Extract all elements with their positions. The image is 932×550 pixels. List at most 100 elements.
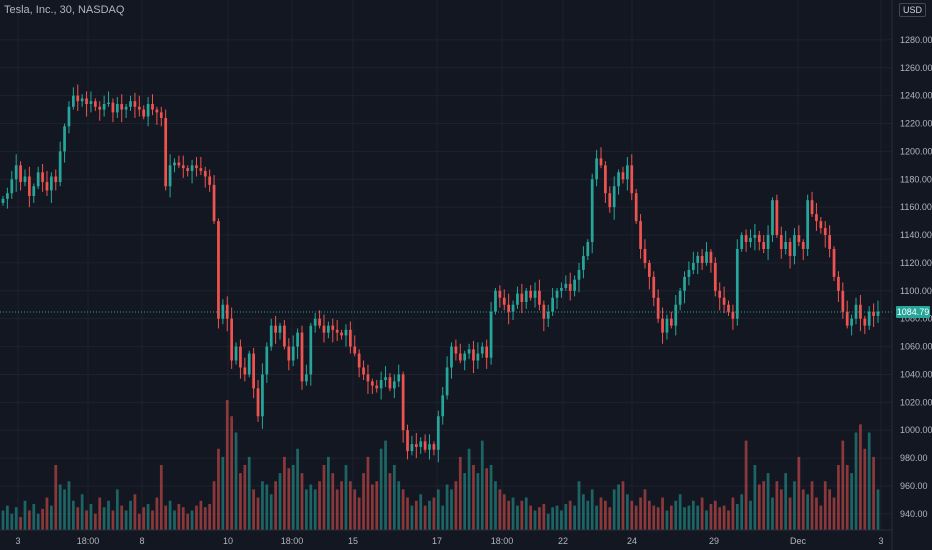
volume-bar bbox=[274, 481, 277, 530]
candle bbox=[335, 320, 339, 341]
candle bbox=[546, 304, 550, 328]
volume-bar bbox=[678, 494, 682, 530]
volume-bar bbox=[498, 489, 502, 530]
candle bbox=[388, 373, 392, 392]
candle bbox=[766, 225, 770, 261]
volume-bar bbox=[713, 500, 717, 530]
time-axis[interactable]: 3 18:00 8 10 18:00 15 17 18:00 22 24 29 Dec 3 bbox=[15, 536, 883, 546]
candle bbox=[573, 275, 576, 297]
candle bbox=[322, 314, 326, 343]
candle bbox=[137, 95, 141, 117]
candle bbox=[533, 282, 537, 308]
volume-bar bbox=[621, 481, 625, 530]
x-tick-label: 29 bbox=[709, 536, 719, 546]
volume-bar bbox=[230, 416, 234, 530]
volume-bar bbox=[370, 484, 374, 530]
volume-bar bbox=[318, 481, 321, 530]
candle bbox=[560, 282, 563, 298]
candle bbox=[208, 169, 212, 192]
volume-bar bbox=[159, 465, 163, 530]
candle bbox=[810, 191, 814, 217]
candle bbox=[331, 318, 335, 343]
candle bbox=[124, 104, 128, 118]
candle bbox=[643, 239, 647, 269]
candle bbox=[529, 285, 533, 301]
candle bbox=[485, 339, 489, 369]
candle bbox=[630, 154, 634, 201]
volume-bar bbox=[203, 507, 207, 530]
candle bbox=[419, 437, 423, 454]
volume-bar bbox=[450, 489, 453, 530]
candle bbox=[450, 342, 453, 379]
y-tick-label: 1220.00 bbox=[900, 119, 932, 129]
volume-bar bbox=[173, 510, 176, 530]
volume-bar bbox=[58, 484, 62, 530]
candle bbox=[318, 310, 321, 329]
candle bbox=[261, 363, 264, 429]
candle bbox=[14, 154, 18, 192]
volume-bar bbox=[674, 500, 678, 530]
volume-bar bbox=[872, 456, 875, 530]
volume-bar bbox=[599, 497, 603, 530]
candle bbox=[239, 339, 242, 379]
volume-bar bbox=[269, 494, 273, 530]
candle bbox=[111, 98, 115, 123]
candle bbox=[151, 94, 154, 116]
volume-bar bbox=[375, 481, 379, 530]
volume-bar bbox=[54, 465, 58, 530]
volume-bar bbox=[859, 424, 862, 530]
candle bbox=[348, 321, 352, 354]
candle bbox=[507, 293, 511, 325]
volume-bar bbox=[489, 465, 493, 530]
price-axis[interactable]: 940.00 960.00 980.00 1000.00 1020.00 1040.00 1… bbox=[900, 35, 932, 519]
candle bbox=[727, 300, 730, 316]
candle bbox=[366, 364, 370, 394]
x-tick-label: 18:00 bbox=[77, 536, 100, 546]
candle bbox=[788, 237, 792, 269]
candle bbox=[265, 342, 269, 383]
currency-badge[interactable]: USD bbox=[898, 3, 926, 17]
volume-bar bbox=[36, 513, 40, 530]
volume-bar bbox=[261, 481, 264, 530]
candle bbox=[102, 95, 106, 117]
x-tick-label: 15 bbox=[348, 536, 358, 546]
volume-bar bbox=[265, 484, 269, 530]
candlesticks bbox=[1, 84, 880, 463]
candle bbox=[859, 294, 862, 332]
volume-bar bbox=[520, 500, 524, 530]
candle bbox=[722, 286, 726, 314]
symbol-title[interactable]: Tesla, Inc., 30, NASDAQ bbox=[4, 4, 125, 16]
volume-bar bbox=[516, 505, 519, 530]
volume-bar bbox=[779, 489, 783, 530]
y-tick-label: 1200.00 bbox=[900, 146, 932, 156]
candle bbox=[735, 239, 739, 326]
volume-bar bbox=[595, 505, 598, 530]
candle bbox=[159, 106, 163, 127]
candle bbox=[678, 288, 682, 311]
volume-bar bbox=[683, 507, 686, 530]
volume-bar bbox=[643, 489, 647, 530]
volume-bar bbox=[665, 510, 669, 530]
candle bbox=[23, 169, 27, 187]
volume-bar bbox=[573, 505, 576, 530]
volume-bar bbox=[555, 505, 559, 530]
volume-bar bbox=[485, 468, 489, 530]
candle bbox=[867, 306, 871, 330]
candle bbox=[590, 173, 594, 254]
candle bbox=[674, 294, 678, 336]
candle bbox=[278, 322, 282, 340]
candle bbox=[564, 275, 568, 291]
candle bbox=[225, 296, 229, 332]
candle bbox=[6, 187, 9, 209]
candle bbox=[705, 242, 708, 266]
candle bbox=[661, 307, 664, 344]
candle bbox=[168, 154, 172, 198]
volume-bar bbox=[124, 510, 128, 530]
candle bbox=[749, 229, 752, 248]
candle bbox=[71, 87, 75, 110]
candle bbox=[828, 225, 831, 258]
candle bbox=[850, 314, 853, 336]
volume-bar bbox=[120, 505, 124, 530]
volume-bar bbox=[428, 500, 431, 530]
